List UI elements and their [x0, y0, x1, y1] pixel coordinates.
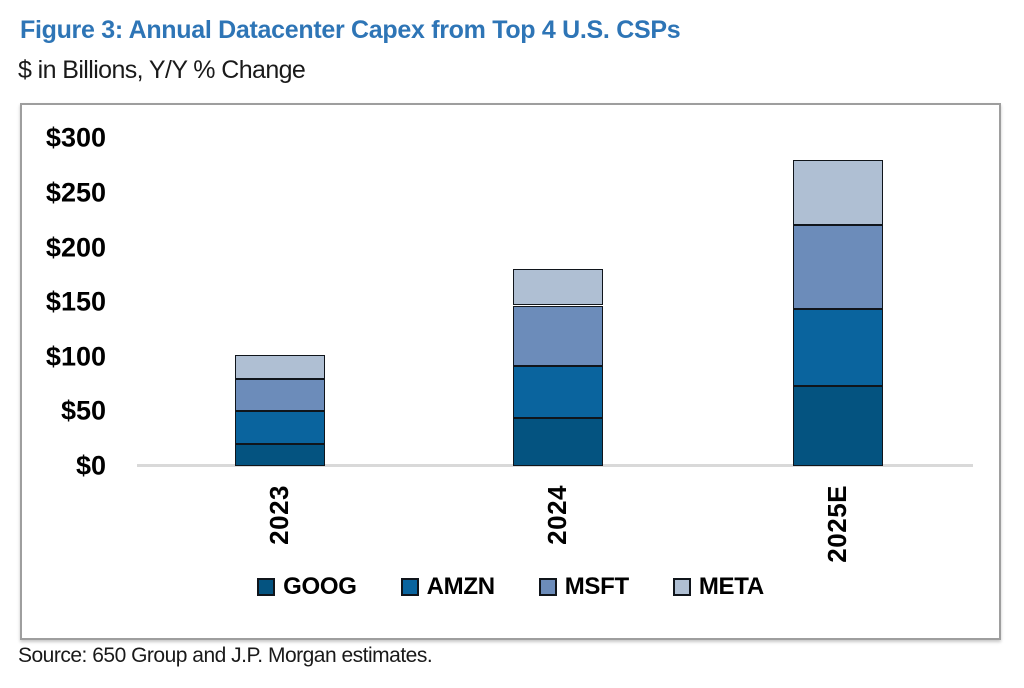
legend-label-meta: META [698, 573, 764, 600]
legend-swatch-msft [538, 578, 557, 596]
legend: GOOG AMZN MSFT META [22, 573, 999, 601]
y-tick-label-0: $0 [75, 450, 106, 481]
legend-item-goog: GOOG [257, 573, 357, 601]
legend-item-meta: META [672, 573, 764, 601]
legend-swatch-amzn [400, 578, 419, 596]
x-tick-label-2023: 2023 [264, 485, 294, 545]
bar-segment-amzn-2023 [235, 411, 325, 445]
bar-2023 [235, 354, 325, 466]
x-tick-label-2024: 2024 [542, 485, 572, 545]
legend-label-msft: MSFT [564, 573, 629, 600]
legend-swatch-goog [257, 578, 276, 596]
legend-item-msft: MSFT [538, 573, 629, 601]
bar-2024 [513, 269, 603, 466]
y-tick-label-300: $300 [45, 122, 106, 153]
bar-segment-msft-2024 [513, 305, 603, 366]
bar-segment-goog-2025e [793, 386, 883, 466]
y-tick-label-150: $150 [45, 286, 106, 317]
chart-frame: $0 $50 $100 $150 $200 $250 $300 2023 2024 2025E … [20, 103, 1001, 640]
bar-segment-msft-2023 [235, 378, 325, 412]
bar-segment-msft-2025e [793, 224, 883, 309]
bar-segment-amzn-2024 [513, 365, 603, 418]
bar-segment-amzn-2025e [793, 308, 883, 387]
legend-swatch-meta [672, 578, 691, 596]
legend-label-amzn: AMZN [426, 573, 495, 600]
bar-2025e [793, 160, 883, 466]
y-tick-label-250: $250 [45, 177, 106, 208]
x-tick-label-2025e: 2025E [822, 485, 852, 563]
y-tick-label-100: $100 [45, 341, 106, 372]
figure-title: Figure 3: Annual Datacenter Capex from T… [20, 16, 681, 44]
bar-segment-meta-2024 [513, 269, 603, 306]
bar-segment-meta-2025e [793, 160, 883, 225]
figure-subtitle: $ in Billions, Y/Y % Change [18, 56, 306, 84]
legend-label-goog: GOOG [283, 573, 357, 600]
y-tick-label-50: $50 [60, 395, 106, 426]
bar-segment-goog-2023 [235, 444, 325, 466]
legend-item-amzn: AMZN [400, 573, 495, 601]
y-tick-label-200: $200 [45, 232, 106, 263]
source-note: Source: 650 Group and J.P. Morgan estima… [18, 644, 433, 667]
bar-segment-goog-2024 [513, 417, 603, 466]
bar-segment-meta-2023 [235, 354, 325, 379]
